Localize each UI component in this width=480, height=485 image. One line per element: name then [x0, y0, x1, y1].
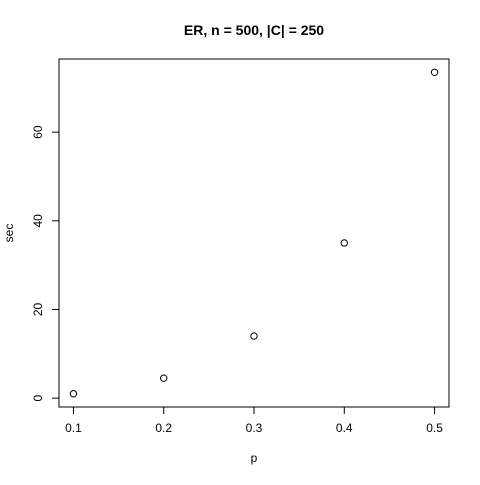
x-axis: 0.1 0.2 0.3 0.4 0.5 — [65, 406, 443, 435]
y-axis: 0 20 40 60 — [31, 125, 60, 401]
data-point — [160, 374, 168, 382]
plot-area-border — [58, 58, 450, 408]
x-tick-label: 0.3 — [246, 421, 263, 435]
y-tick-label: 20 — [31, 302, 45, 316]
x-tick-label: 0.2 — [155, 421, 172, 435]
x-tick-label: 0.1 — [65, 421, 82, 435]
data-point — [250, 332, 258, 340]
y-axis-title: sec — [2, 224, 16, 243]
x-tick-label: 0.4 — [336, 421, 353, 435]
y-tick-label: 40 — [31, 214, 45, 228]
x-tick-label: 0.5 — [426, 421, 443, 435]
x-axis-title: p — [251, 451, 258, 465]
chart-title: ER, n = 500, |C| = 250 — [184, 22, 324, 38]
data-point — [430, 68, 439, 76]
data-point — [340, 239, 348, 247]
y-tick-label: 0 — [31, 394, 45, 401]
data-point — [69, 390, 78, 398]
data-points — [69, 68, 439, 398]
y-tick-label: 60 — [31, 125, 45, 139]
